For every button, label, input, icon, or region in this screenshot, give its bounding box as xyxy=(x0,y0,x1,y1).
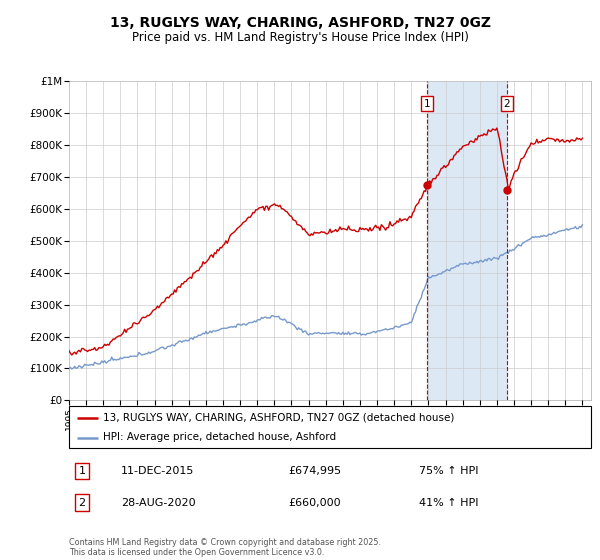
Text: 2: 2 xyxy=(503,99,510,109)
FancyBboxPatch shape xyxy=(69,406,591,448)
Bar xyxy=(427,81,507,400)
Text: 13, RUGLYS WAY, CHARING, ASHFORD, TN27 0GZ (detached house): 13, RUGLYS WAY, CHARING, ASHFORD, TN27 0… xyxy=(103,413,454,423)
Text: HPI: Average price, detached house, Ashford: HPI: Average price, detached house, Ashf… xyxy=(103,432,336,442)
Text: 28-AUG-2020: 28-AUG-2020 xyxy=(121,498,196,507)
Text: 13, RUGLYS WAY, CHARING, ASHFORD, TN27 0GZ: 13, RUGLYS WAY, CHARING, ASHFORD, TN27 0… xyxy=(110,16,491,30)
Text: 1: 1 xyxy=(424,99,430,109)
Text: 11-DEC-2015: 11-DEC-2015 xyxy=(121,466,194,476)
Text: £674,995: £674,995 xyxy=(288,466,341,476)
Text: Price paid vs. HM Land Registry's House Price Index (HPI): Price paid vs. HM Land Registry's House … xyxy=(131,31,469,44)
Text: 75% ↑ HPI: 75% ↑ HPI xyxy=(419,466,478,476)
Text: 41% ↑ HPI: 41% ↑ HPI xyxy=(419,498,478,507)
Text: Contains HM Land Registry data © Crown copyright and database right 2025.
This d: Contains HM Land Registry data © Crown c… xyxy=(69,538,381,557)
Text: 1: 1 xyxy=(79,466,86,476)
Text: £660,000: £660,000 xyxy=(288,498,341,507)
Text: 2: 2 xyxy=(79,498,86,507)
